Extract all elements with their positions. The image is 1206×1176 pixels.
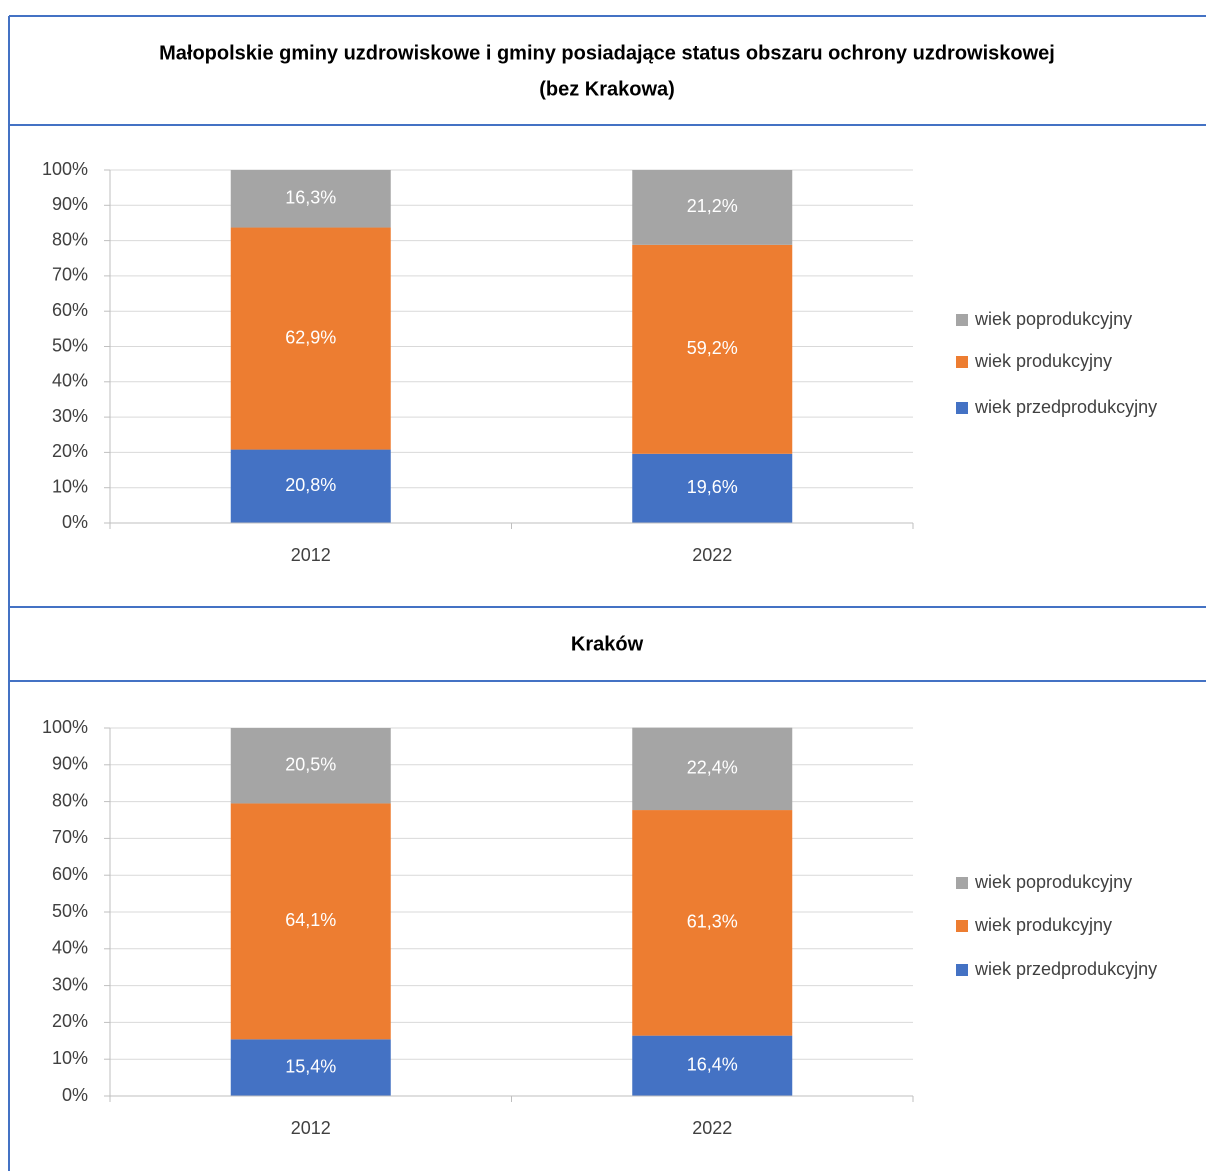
y-tick-label: 90% [52, 754, 88, 774]
legend-label: wiek produkcyjny [974, 915, 1112, 935]
legend-swatch [956, 877, 968, 889]
legend-label: wiek przedprodukcyjny [974, 397, 1157, 417]
data-label: 62,9% [285, 327, 336, 347]
legend-swatch [956, 964, 968, 976]
data-label: 59,2% [687, 338, 738, 358]
y-tick-label: 100% [42, 159, 88, 179]
data-label: 61,3% [687, 912, 738, 932]
bar-segment [230, 803, 391, 1040]
bar-segment [632, 170, 793, 245]
chart-title: Małopolskie gminy uzdrowiskowe i gminy p… [159, 42, 1055, 64]
y-tick-label: 60% [52, 300, 88, 320]
y-tick-label: 30% [52, 974, 88, 994]
bar-segment [632, 244, 793, 454]
legend-label: wiek przedprodukcyjny [974, 959, 1157, 979]
x-tick-label: 2022 [692, 1118, 732, 1138]
bar-segment [230, 728, 391, 804]
data-label: 15,4% [285, 1056, 336, 1076]
legend-swatch [956, 356, 968, 368]
legend-swatch [956, 314, 968, 326]
y-tick-label: 20% [52, 441, 88, 461]
x-tick-label: 2012 [291, 1118, 331, 1138]
data-label: 21,2% [687, 196, 738, 216]
x-tick-label: 2012 [291, 545, 331, 565]
y-tick-label: 70% [52, 265, 88, 285]
y-tick-label: 0% [62, 1085, 88, 1105]
y-tick-label: 100% [42, 717, 88, 737]
data-label: 16,3% [285, 188, 336, 208]
legend-swatch [956, 920, 968, 932]
data-label: 20,8% [285, 475, 336, 495]
bar-segment [230, 1039, 391, 1096]
bar-segment [632, 727, 793, 811]
legend-label: wiek produkcyjny [974, 351, 1112, 371]
chart-title: Kraków [571, 633, 644, 655]
chart-title: (bez Krakowa) [539, 78, 675, 100]
y-tick-label: 90% [52, 194, 88, 214]
data-label: 64,1% [285, 910, 336, 930]
bar-segment [230, 449, 391, 523]
legend-label: wiek poprodukcyjny [974, 309, 1132, 329]
y-tick-label: 50% [52, 335, 88, 355]
bar-segment [230, 170, 391, 228]
y-tick-label: 10% [52, 1048, 88, 1068]
y-tick-label: 40% [52, 371, 88, 391]
data-label: 22,4% [687, 758, 738, 778]
data-label: 19,6% [687, 477, 738, 497]
data-label: 20,5% [285, 754, 336, 774]
y-tick-label: 80% [52, 229, 88, 249]
data-label: 16,4% [687, 1055, 738, 1075]
legend-label: wiek poprodukcyjny [974, 872, 1132, 892]
y-tick-label: 50% [52, 901, 88, 921]
y-tick-label: 80% [52, 790, 88, 810]
y-tick-label: 10% [52, 476, 88, 496]
y-tick-label: 30% [52, 406, 88, 426]
y-tick-label: 40% [52, 938, 88, 958]
y-tick-label: 20% [52, 1011, 88, 1031]
bar-segment [230, 227, 391, 450]
bar-segment [632, 810, 793, 1036]
y-tick-label: 70% [52, 827, 88, 847]
y-tick-label: 0% [62, 512, 88, 532]
bar-segment [632, 1035, 793, 1096]
bar-segment [632, 453, 793, 523]
y-tick-label: 60% [52, 864, 88, 884]
legend-swatch [956, 402, 968, 414]
x-tick-label: 2022 [692, 545, 732, 565]
